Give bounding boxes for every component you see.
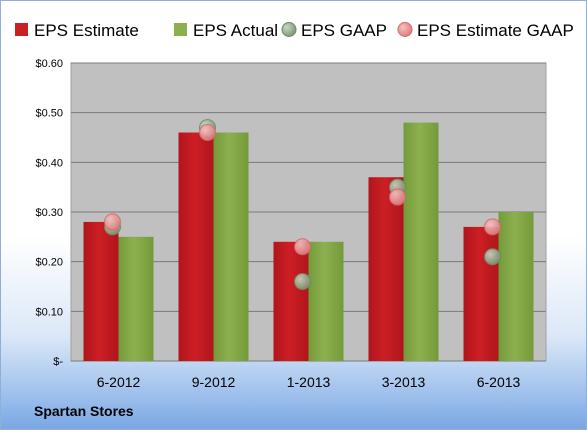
legend-swatch-eps-estimate (15, 23, 28, 36)
x-tick-label: 3-2013 (382, 374, 426, 390)
y-tick-label: $0.10 (35, 306, 63, 318)
marker-eps-estimate-gaap (294, 238, 311, 256)
legend: EPS Estimate EPS Actual EPS GAAP EPS Estima… (15, 21, 574, 40)
bar-eps-actual (308, 241, 344, 361)
marker-eps-estimate-gaap (484, 218, 501, 236)
y-tick-label: $0.60 (35, 58, 63, 70)
bar-eps-actual (118, 236, 154, 361)
y-tick-label: $0.30 (35, 207, 63, 219)
legend-swatch-eps-actual (174, 23, 187, 36)
legend-swatch-eps-estimate-gaap (397, 22, 413, 37)
marker-eps-estimate-gaap (104, 213, 121, 231)
bar-eps-estimate (463, 226, 499, 361)
legend-label: EPS Actual (193, 21, 278, 40)
bar-eps-estimate (273, 241, 309, 361)
x-tick-label: 1-2013 (287, 374, 331, 390)
x-tick-label: 6-2012 (97, 374, 141, 390)
bar-eps-actual (213, 132, 249, 361)
bar-eps-actual (498, 212, 534, 361)
y-tick-label: $- (53, 356, 63, 368)
marker-eps-gaap (294, 273, 311, 291)
bar-eps-actual (403, 122, 439, 361)
bar-eps-estimate (83, 221, 119, 361)
marker-eps-gaap (484, 248, 501, 266)
plot-area: $- $0.10 $0.20 $0.30 $0.40 $0.50 $0.60 6-2012 9-… (35, 58, 547, 390)
y-tick-label: $0.20 (35, 257, 63, 269)
marker-eps-estimate-gaap (389, 188, 406, 206)
bar-eps-estimate (368, 177, 404, 361)
x-tick-label: 9-2012 (192, 374, 236, 390)
company-name: Spartan Stores (34, 403, 134, 419)
y-tick-label: $0.40 (35, 157, 63, 169)
bar-eps-estimate (178, 132, 214, 361)
marker-eps-estimate-gaap (199, 124, 216, 142)
legend-label: EPS Estimate (34, 21, 139, 40)
legend-label: EPS GAAP (301, 21, 387, 40)
legend-label: EPS Estimate GAAP (417, 21, 574, 40)
x-tick-label: 6-2013 (477, 374, 521, 390)
legend-swatch-eps-gaap (281, 22, 297, 37)
y-tick-label: $0.50 (35, 108, 63, 120)
